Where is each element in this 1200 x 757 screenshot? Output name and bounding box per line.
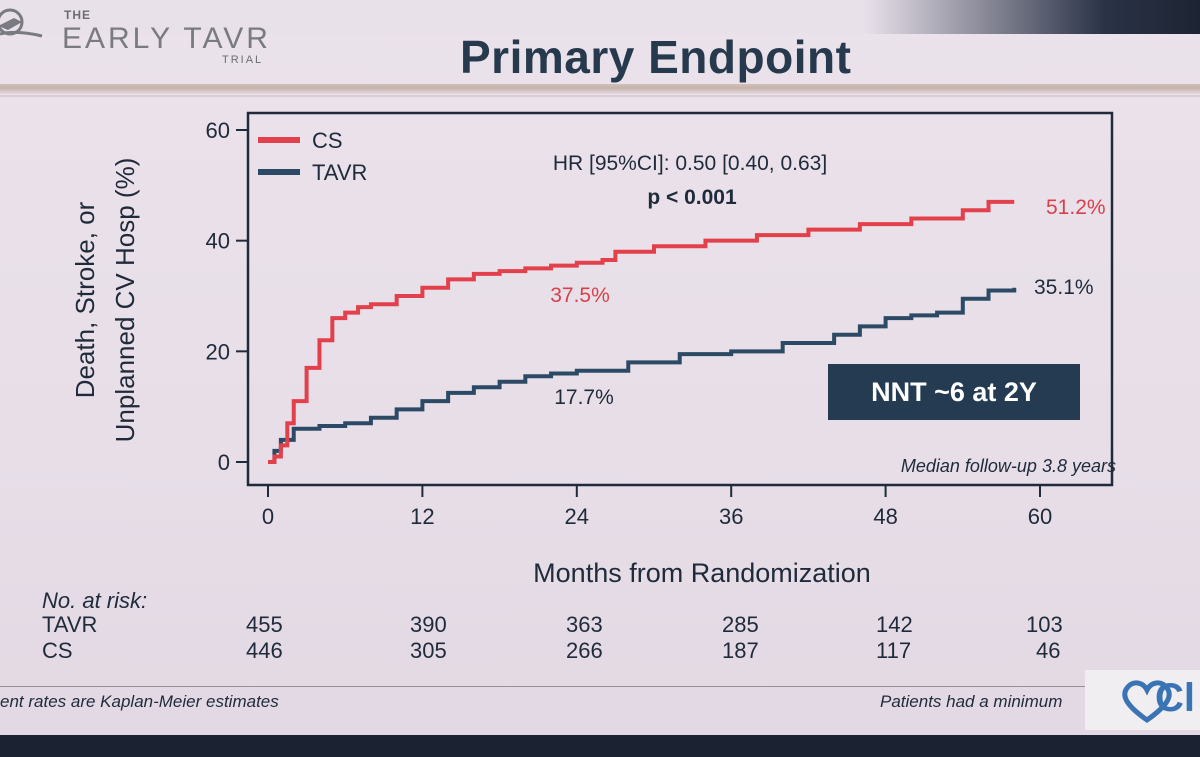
heart-logo-icon	[1122, 680, 1172, 724]
cs-end-label: 51.2%	[1046, 196, 1106, 219]
hr-annotation: HR [95%CI]: 0.50 [0.40, 0.63]	[553, 152, 827, 175]
x-tick-label: 24	[565, 504, 589, 529]
x-tick-label: 48	[873, 504, 897, 529]
y-tick-label: 20	[206, 339, 230, 364]
logo-trial: TRIAL	[222, 54, 264, 66]
footer-note-left: ent rates are Kaplan-Meier estimates	[0, 692, 279, 711]
median-followup: Median follow-up 3.8 years	[901, 456, 1116, 476]
tavr-2y-label: 17.7%	[554, 386, 614, 409]
legend-cs-label: CS	[312, 128, 343, 153]
risk-tavr-48: 142	[876, 612, 913, 637]
risk-cs-12: 305	[410, 638, 447, 663]
logo-mark-icon	[0, 8, 43, 38]
legend-tavr-label: TAVR	[312, 160, 367, 185]
nnt-badge: NNT ~6 at 2Y	[828, 364, 1080, 420]
cs-2y-label: 37.5%	[550, 284, 610, 307]
x-ticks: 0 12 24 36 48 60	[262, 485, 1052, 529]
risk-cs-36: 187	[722, 638, 759, 663]
x-axis-label: Months from Randomization	[533, 558, 871, 588]
footer-note-right: Patients had a minimum	[880, 692, 1063, 711]
y-label-line1: Death, Stroke, or	[70, 201, 100, 398]
trial-logo: THE EARLY TAVR TRIAL	[0, 4, 300, 70]
logo-main: EARLY TAVR	[62, 22, 271, 55]
title-rule-thin	[0, 95, 1200, 97]
km-chart: 0 20 40 60 0 12 24 36 48 60 Death, Stroke, or Un…	[70, 111, 1116, 588]
risk-tavr-36: 285	[722, 612, 759, 637]
x-tick-label: 12	[410, 504, 434, 529]
x-tick-label: 60	[1028, 504, 1052, 529]
page-title: Primary Endpoint	[460, 31, 852, 83]
y-label-line2: Unplanned CV Hosp (%)	[110, 158, 140, 443]
top-bar	[0, 0, 1200, 34]
x-tick-label: 0	[262, 504, 274, 529]
y-tick-label: 60	[206, 118, 230, 143]
risk-tavr-0: 455	[246, 612, 283, 637]
y-tick-label: 40	[206, 229, 230, 254]
tavr-end-label: 35.1%	[1034, 276, 1094, 299]
risk-tavr-24: 363	[566, 612, 603, 637]
footer-rule	[0, 686, 1090, 687]
risk-tavr-60: 103	[1026, 612, 1063, 637]
brand-box	[1085, 670, 1200, 730]
risk-cs-48: 117	[876, 638, 912, 663]
x-tick-label: 36	[719, 504, 743, 529]
risk-cs-24: 266	[566, 638, 603, 663]
cs-series-line	[268, 199, 1015, 464]
y-ticks: 0 20 40 60	[206, 118, 248, 475]
y-axis-label: Death, Stroke, or Unplanned CV Hosp (%)	[70, 158, 140, 443]
logo-the: THE	[64, 8, 91, 22]
tavr-series-line	[268, 287, 1017, 464]
legend: CS TAVR	[258, 128, 367, 185]
risk-cs-0: 446	[246, 638, 283, 663]
risk-tavr-12: 390	[410, 612, 447, 637]
title-rule	[0, 84, 1200, 94]
bottom-bar	[0, 735, 1200, 757]
risk-row-cs-label: CS	[42, 638, 73, 663]
p-value: p < 0.001	[647, 186, 737, 209]
brand-text: Cl	[1155, 676, 1195, 720]
risk-table-header: No. at risk:	[42, 588, 148, 613]
y-tick-label: 0	[218, 450, 230, 475]
risk-cs-60: 46	[1036, 638, 1061, 663]
risk-row-tavr-label: TAVR	[42, 612, 98, 637]
